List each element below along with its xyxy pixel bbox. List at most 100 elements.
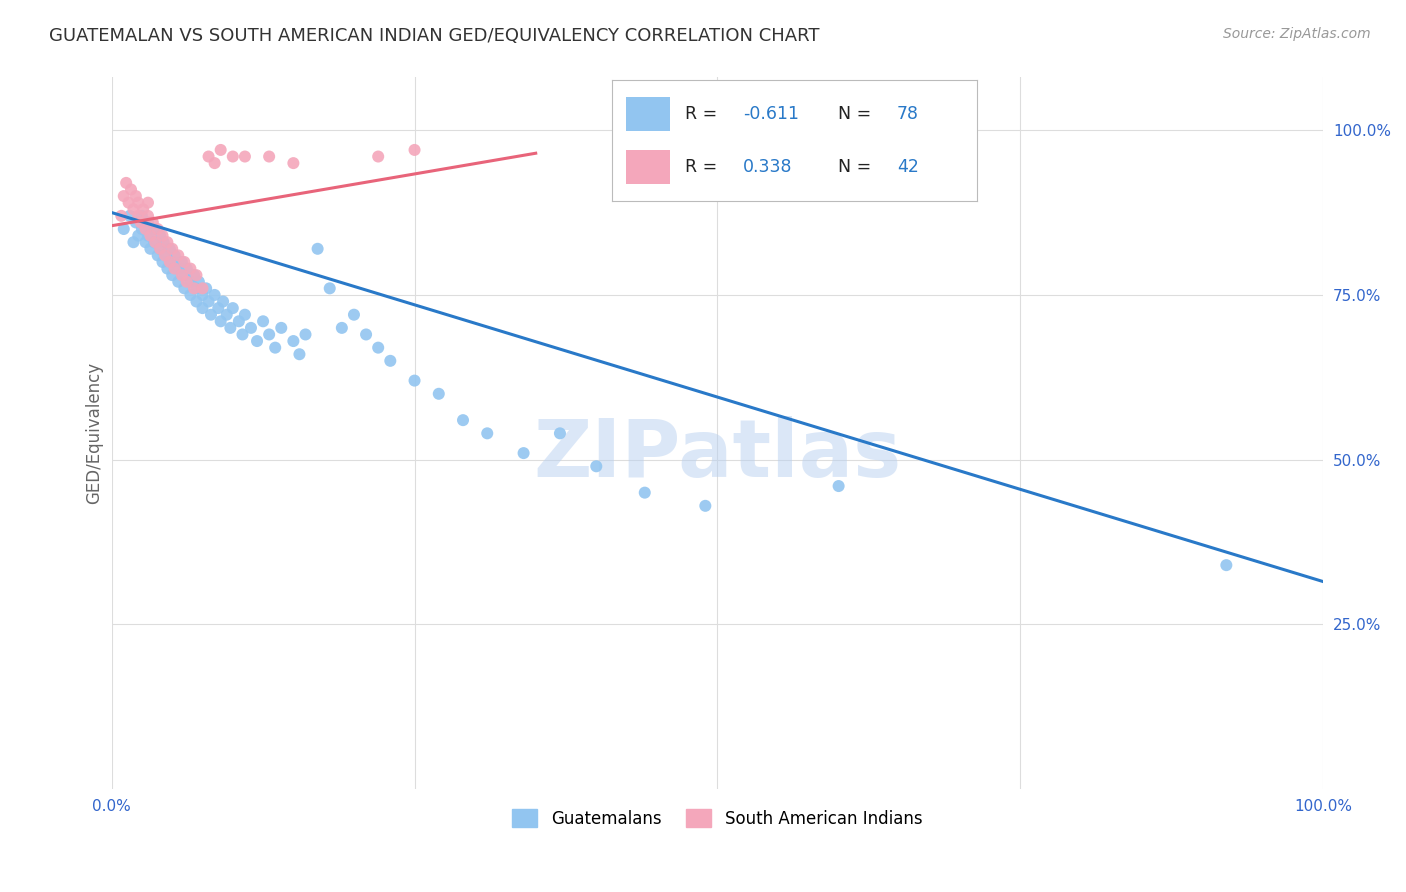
Point — [257, 149, 280, 163]
Point — [451, 413, 474, 427]
Point — [404, 374, 426, 388]
Point — [477, 426, 499, 441]
Point — [283, 156, 305, 170]
Point — [146, 248, 169, 262]
Point — [195, 281, 218, 295]
Point — [209, 143, 232, 157]
Point — [112, 222, 135, 236]
Point — [142, 215, 165, 229]
Legend: Guatemalans, South American Indians: Guatemalans, South American Indians — [506, 803, 929, 834]
Point — [122, 202, 145, 217]
Point — [197, 294, 219, 309]
Point — [207, 301, 229, 315]
Point — [125, 215, 148, 229]
Y-axis label: GED/Equivalency: GED/Equivalency — [86, 362, 103, 504]
Point — [270, 321, 292, 335]
Point — [136, 195, 159, 210]
Point — [136, 215, 159, 229]
Point — [112, 189, 135, 203]
Point — [367, 341, 389, 355]
Point — [215, 308, 238, 322]
Point — [186, 281, 208, 295]
Point — [167, 248, 190, 262]
Point — [149, 228, 172, 243]
Point — [173, 255, 195, 269]
Point — [136, 209, 159, 223]
Point — [160, 242, 183, 256]
Point — [222, 149, 245, 163]
Point — [404, 143, 426, 157]
Point — [153, 248, 176, 262]
Point — [212, 294, 235, 309]
Point — [143, 222, 166, 236]
Point — [427, 386, 450, 401]
Point — [149, 242, 172, 256]
Point — [186, 268, 208, 282]
Point — [233, 308, 256, 322]
Point — [204, 288, 226, 302]
Point — [127, 228, 149, 243]
Point — [132, 202, 155, 217]
Point — [120, 182, 142, 196]
Point — [152, 228, 174, 243]
Point — [163, 261, 186, 276]
Point — [191, 301, 214, 315]
Point — [257, 327, 280, 342]
Text: N =: N = — [838, 158, 877, 176]
Point — [146, 222, 169, 236]
Point — [354, 327, 377, 342]
Point — [167, 261, 190, 276]
Point — [155, 248, 177, 262]
Text: ZIPatlas: ZIPatlas — [533, 416, 901, 493]
Point — [117, 195, 139, 210]
Point — [233, 149, 256, 163]
Point — [183, 281, 205, 295]
Text: R =: R = — [685, 158, 723, 176]
Point — [197, 149, 219, 163]
Text: -0.611: -0.611 — [744, 105, 799, 123]
Point — [343, 308, 366, 322]
Point — [118, 209, 141, 223]
Text: 0.338: 0.338 — [744, 158, 793, 176]
Point — [264, 341, 287, 355]
Point — [131, 222, 153, 236]
Text: GUATEMALAN VS SOUTH AMERICAN INDIAN GED/EQUIVALENCY CORRELATION CHART: GUATEMALAN VS SOUTH AMERICAN INDIAN GED/… — [49, 27, 820, 45]
Point — [827, 479, 849, 493]
Point — [191, 281, 214, 295]
Point — [139, 242, 162, 256]
Point — [143, 235, 166, 250]
Point — [170, 268, 193, 282]
Point — [183, 268, 205, 282]
Point — [512, 446, 534, 460]
Point — [135, 222, 157, 236]
Point — [143, 235, 166, 250]
Point — [156, 235, 179, 250]
Point — [176, 275, 198, 289]
Point — [160, 268, 183, 282]
Point — [187, 275, 209, 289]
Point — [173, 281, 195, 295]
Point — [380, 354, 402, 368]
Point — [209, 314, 232, 328]
Text: 42: 42 — [897, 158, 918, 176]
Point — [228, 314, 250, 328]
Point — [129, 215, 152, 229]
Point — [191, 288, 214, 302]
Point — [288, 347, 311, 361]
Point — [173, 268, 195, 282]
Point — [240, 321, 263, 335]
Text: N =: N = — [838, 105, 877, 123]
Point — [585, 459, 607, 474]
Point — [179, 275, 201, 289]
Point — [179, 261, 201, 276]
Point — [136, 228, 159, 243]
Point — [186, 294, 208, 309]
Bar — [626, 97, 671, 131]
Point — [179, 288, 201, 302]
Point — [307, 242, 329, 256]
Point — [131, 209, 153, 223]
Point — [152, 235, 174, 250]
Point — [122, 235, 145, 250]
Bar — [626, 150, 671, 184]
Text: R =: R = — [685, 105, 723, 123]
